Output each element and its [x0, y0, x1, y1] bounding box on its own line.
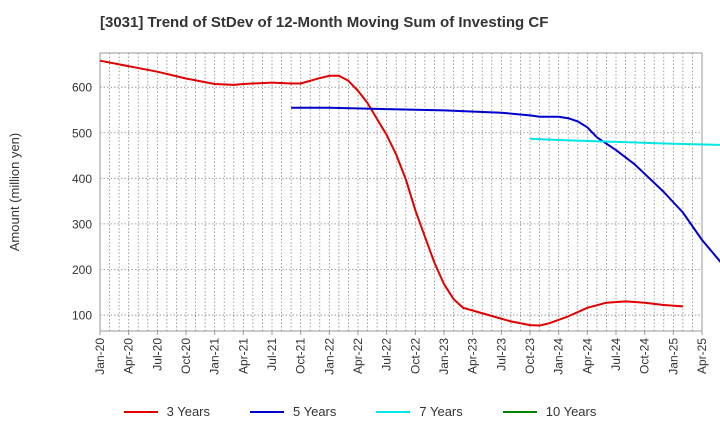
- legend-item: 7 Years: [376, 404, 463, 419]
- legend-item: 5 Years: [250, 404, 336, 419]
- x-tick-label: Jan-21: [208, 338, 222, 375]
- series-line-5-years: [291, 106, 720, 263]
- chart-title: [3031] Trend of StDev of 12-Month Moving…: [100, 14, 549, 31]
- x-tick-label: Apr-20: [122, 338, 136, 374]
- x-tick-label: Oct-24: [638, 338, 652, 374]
- y-tick-label: 600: [72, 81, 92, 95]
- x-tick-label: Apr-22: [351, 338, 365, 374]
- series-line-7-years: [529, 137, 720, 146]
- x-tick-label: Jan-22: [322, 338, 336, 375]
- y-tick-label: 200: [72, 263, 92, 277]
- x-tick-label: Apr-25: [695, 338, 709, 374]
- plot-area: [99, 52, 703, 332]
- legend-item: 3 Years: [123, 404, 210, 419]
- x-tick-label: Jan-24: [552, 338, 566, 375]
- x-tick-label: Jan-23: [437, 338, 451, 375]
- legend-swatch: [502, 410, 537, 413]
- grid-layer: [99, 52, 703, 332]
- legend-swatch: [123, 410, 158, 413]
- x-tick-label: Apr-23: [466, 338, 480, 374]
- series-layer: [99, 59, 720, 327]
- x-tick-label: Oct-23: [523, 338, 537, 374]
- y-axis-label: Amount (million yen): [7, 133, 22, 252]
- x-tick-label: Apr-21: [236, 338, 250, 374]
- x-tick-label: Jul-23: [494, 338, 508, 371]
- legend-label: 7 Years: [419, 404, 463, 419]
- y-tick-label: 300: [72, 217, 92, 231]
- x-tick-label: Jul-22: [380, 338, 394, 371]
- series-line-3-years: [99, 59, 683, 327]
- x-tick-label: Jan-25: [666, 338, 680, 375]
- legend-label: 10 Years: [545, 404, 597, 419]
- x-tick-label: Oct-21: [294, 338, 308, 374]
- x-tick-label: Jan-20: [93, 338, 107, 375]
- legend-item: 10 Years: [502, 404, 597, 419]
- axis-layer: 100 200 300 400 500 600 Jan-20 Apr-20 Jul-20 Oct-…: [72, 81, 709, 375]
- x-tick-label: Apr-24: [580, 338, 594, 374]
- x-tick-label: Jul-20: [150, 338, 164, 371]
- x-tick-label: Jul-21: [265, 338, 279, 371]
- legend-label: 3 Years: [166, 404, 210, 419]
- x-tick-label: Jul-24: [609, 338, 623, 371]
- x-tick-label: Oct-20: [179, 338, 193, 374]
- legend: 3 Years 5 Years 7 Years 10 Years: [0, 404, 720, 419]
- x-tick-label: Oct-22: [408, 338, 422, 374]
- y-tick-label: 100: [72, 309, 92, 323]
- y-tick-label: 400: [72, 172, 92, 186]
- y-tick-label: 500: [72, 126, 92, 140]
- legend-label: 5 Years: [293, 404, 337, 419]
- legend-swatch: [376, 410, 411, 413]
- legend-swatch: [250, 410, 284, 413]
